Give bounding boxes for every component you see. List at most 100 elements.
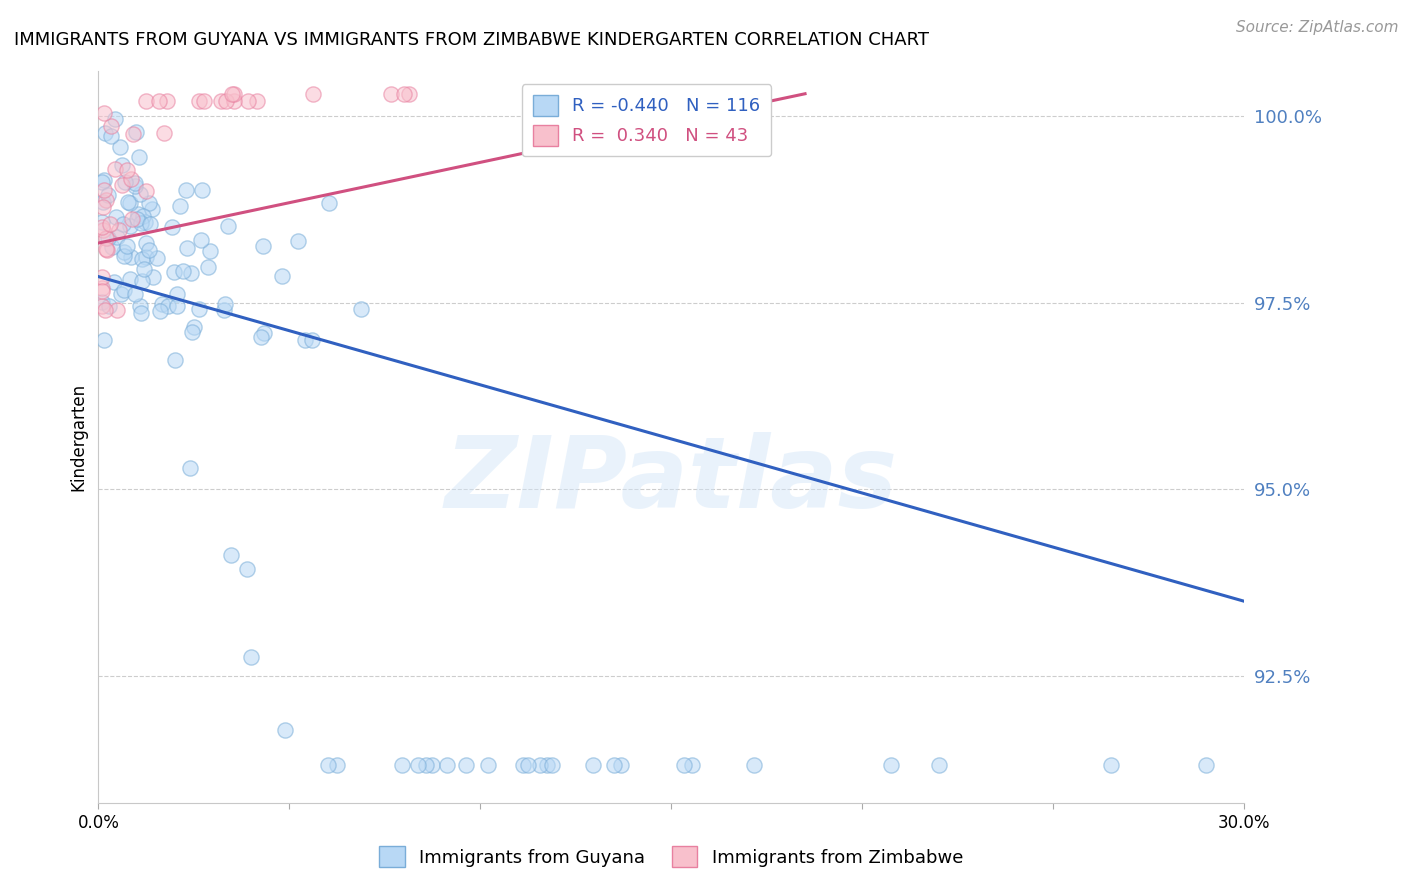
Point [214,297,236,311]
Text: Source: ZipAtlas.com: Source: ZipAtlas.com [1236,20,1399,35]
Point [398,87,420,101]
Point [169,198,191,212]
Point [93,333,115,347]
Point [134,215,156,229]
Point [240,650,263,665]
Point [91,270,114,285]
Point [880,758,903,772]
Point [129,306,152,320]
Point [96,193,118,207]
Point [98,217,121,231]
Point [301,87,323,101]
Point [699,87,721,101]
Point [91,194,114,209]
Point [415,758,437,772]
Point [94,303,117,318]
Point [132,209,155,223]
Point [105,230,128,244]
Point [149,304,172,318]
Point [301,333,323,347]
Point [246,94,269,108]
Point [180,325,202,339]
Point [122,128,145,142]
Point [97,231,120,245]
Point [135,94,157,108]
Point [156,94,179,108]
Point [107,223,129,237]
Point [94,127,117,141]
Point [96,242,118,256]
Point [153,126,176,140]
Point [406,758,429,772]
Text: ZIPatlas: ZIPatlas [444,433,898,530]
Y-axis label: Kindergarten: Kindergarten [69,383,87,491]
Point [197,260,219,274]
Point [120,272,142,286]
Point [160,220,183,235]
Point [125,125,148,139]
Point [124,178,146,193]
Point [163,265,186,279]
Point [436,758,458,772]
Point [212,302,235,317]
Point [104,112,127,126]
Point [138,196,160,211]
Point [477,758,499,772]
Point [174,183,197,197]
Point [118,219,141,233]
Point [91,175,114,189]
Point [100,128,122,143]
Point [582,758,605,772]
Point [146,251,169,265]
Point [183,320,205,334]
Point [221,87,243,101]
Point [350,301,373,316]
Point [188,94,211,108]
Point [273,723,295,737]
Point [235,562,257,576]
Point [129,216,152,230]
Text: 30.0%: 30.0% [1218,814,1271,832]
Point [380,87,402,101]
Point [294,333,316,347]
Point [117,194,139,209]
Point [97,299,120,313]
Point [200,244,222,259]
Point [163,352,186,367]
Point [191,183,214,197]
Point [127,207,149,221]
Point [141,202,163,216]
Point [112,249,135,263]
Point [117,163,139,178]
Point [529,758,551,772]
Point [111,158,134,172]
Point [108,140,131,154]
Point [125,212,148,227]
Point [105,210,128,224]
Point [91,280,114,294]
Point [166,299,188,313]
Point [193,94,215,108]
Point [217,219,239,234]
Point [96,243,118,257]
Point [188,302,211,317]
Point [111,217,134,231]
Point [326,758,349,772]
Point [252,239,274,253]
Point [1099,758,1122,772]
Point [176,241,198,255]
Point [250,330,273,344]
Point [142,269,165,284]
Text: IMMIGRANTS FROM GUYANA VS IMMIGRANTS FROM ZIMBABWE KINDERGARTEN CORRELATION CHAR: IMMIGRANTS FROM GUYANA VS IMMIGRANTS FRO… [14,31,929,49]
Point [131,252,153,266]
Legend: Immigrants from Guyana, Immigrants from Zimbabwe: Immigrants from Guyana, Immigrants from … [373,839,970,874]
Point [392,87,415,101]
Point [93,105,115,120]
Point [150,297,173,311]
Point [517,758,540,772]
Point [104,162,127,177]
Point [111,178,134,192]
Point [135,250,157,264]
Point [316,758,339,772]
Point [391,758,413,772]
